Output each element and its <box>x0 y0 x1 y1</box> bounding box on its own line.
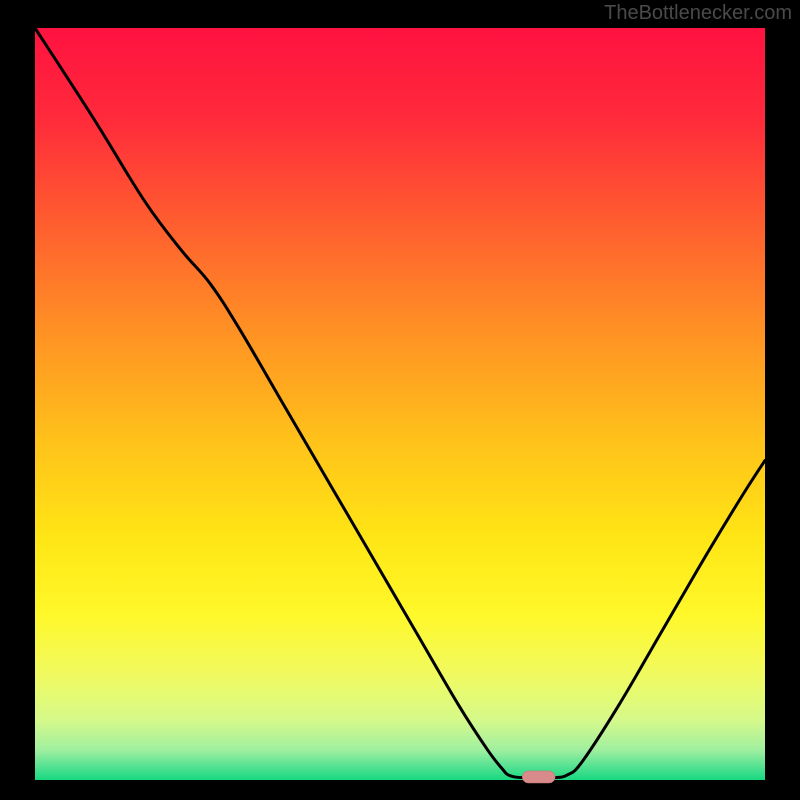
chart-container: TheBottlenecker.com <box>0 0 800 800</box>
optimal-marker <box>522 771 555 783</box>
plot-background <box>35 28 765 780</box>
bottleneck-chart <box>0 0 800 800</box>
watermark-text: TheBottlenecker.com <box>604 2 792 25</box>
